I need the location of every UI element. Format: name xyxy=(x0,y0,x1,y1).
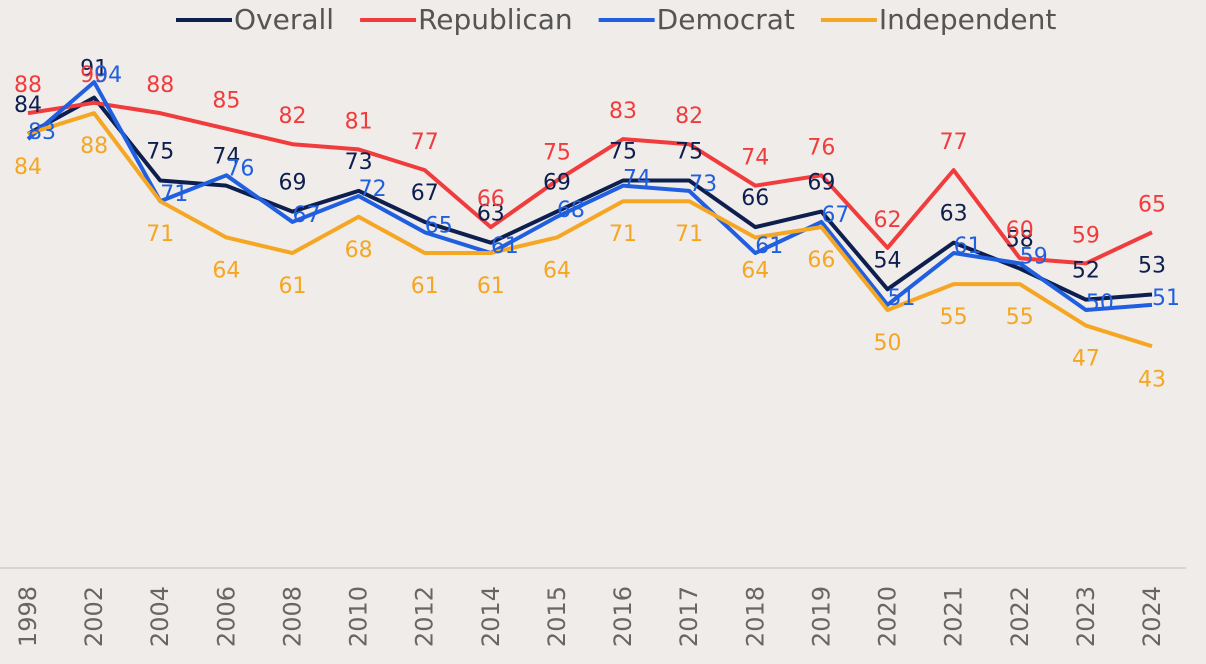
data-label: 73 xyxy=(689,172,717,197)
data-label: 61 xyxy=(491,234,519,259)
data-label: 81 xyxy=(345,109,373,134)
x-tick-label: 2023 xyxy=(1072,586,1100,647)
data-label: 59 xyxy=(1072,223,1100,248)
data-label: 65 xyxy=(425,213,453,238)
data-label: 51 xyxy=(888,286,916,311)
x-tick-label: 2014 xyxy=(477,586,505,647)
data-label: 67 xyxy=(821,203,849,228)
x-tick-label: 2019 xyxy=(807,586,835,647)
x-tick-label: 2004 xyxy=(146,586,174,647)
data-label: 64 xyxy=(741,258,769,283)
x-tick-label: 2015 xyxy=(543,586,571,647)
data-label: 76 xyxy=(226,156,254,181)
data-label: 75 xyxy=(609,140,637,165)
data-label: 83 xyxy=(28,120,56,145)
data-label: 83 xyxy=(609,99,637,124)
data-label: 71 xyxy=(609,222,637,247)
data-label: 67 xyxy=(292,203,320,228)
data-label: 61 xyxy=(411,274,439,299)
data-label: 94 xyxy=(94,63,122,88)
data-label: 74 xyxy=(212,145,240,170)
data-label: 64 xyxy=(543,258,571,283)
x-tick-label: 2021 xyxy=(940,586,968,647)
line-series xyxy=(27,111,1153,349)
data-label: 88 xyxy=(146,73,174,98)
x-tick-label: 2002 xyxy=(80,586,108,647)
data-label: 55 xyxy=(940,305,968,330)
data-label: 65 xyxy=(1138,192,1166,217)
x-tick-label: 2006 xyxy=(212,586,240,647)
data-label: 74 xyxy=(623,167,651,192)
data-label: 69 xyxy=(278,171,306,196)
x-tick-label: 2017 xyxy=(675,586,703,647)
data-label: 54 xyxy=(874,248,902,273)
data-label: 66 xyxy=(477,187,505,212)
x-tick-label: 2020 xyxy=(874,586,902,647)
data-label: 72 xyxy=(359,177,387,202)
data-label: 62 xyxy=(874,208,902,233)
data-label: 76 xyxy=(807,135,835,160)
data-label: 75 xyxy=(543,141,571,166)
x-tick-label: 2008 xyxy=(278,586,306,647)
data-label: 67 xyxy=(411,181,439,206)
data-label: 63 xyxy=(477,202,505,227)
data-label: 66 xyxy=(807,248,835,273)
data-label: 75 xyxy=(146,140,174,165)
x-tick-label: 2018 xyxy=(741,586,769,647)
data-label: 66 xyxy=(741,186,769,211)
data-label: 43 xyxy=(1138,367,1166,392)
data-label: 50 xyxy=(874,331,902,356)
data-label: 91 xyxy=(80,57,108,82)
data-label: 74 xyxy=(741,146,769,171)
data-label: 61 xyxy=(477,274,505,299)
legend-label: Overall xyxy=(234,3,334,36)
x-tick-label: 2010 xyxy=(345,586,373,647)
data-label: 47 xyxy=(1072,347,1100,372)
data-label: 51 xyxy=(1152,286,1180,311)
data-label: 64 xyxy=(212,258,240,283)
data-label: 71 xyxy=(146,222,174,247)
data-label: 88 xyxy=(80,134,108,159)
data-label: 69 xyxy=(543,171,571,196)
line-series xyxy=(27,95,1153,302)
data-label: 84 xyxy=(14,93,42,118)
data-label: 73 xyxy=(345,150,373,175)
data-label: 60 xyxy=(1006,218,1034,243)
data-label: 53 xyxy=(1138,253,1166,278)
data-label: 84 xyxy=(14,155,42,180)
data-label: 71 xyxy=(160,182,188,207)
data-label: 59 xyxy=(1020,244,1048,269)
data-label: 68 xyxy=(345,238,373,263)
x-tick-label: 2024 xyxy=(1138,586,1166,647)
legend-label: Democrat xyxy=(657,3,795,36)
data-label: 82 xyxy=(278,104,306,129)
data-label: 61 xyxy=(954,234,982,259)
legend-label: Independent xyxy=(879,3,1056,36)
data-label: 77 xyxy=(940,130,968,155)
data-label: 61 xyxy=(278,274,306,299)
data-label: 69 xyxy=(807,171,835,196)
data-label: 90 xyxy=(80,63,108,88)
x-tick-label: 2016 xyxy=(609,586,637,647)
data-label: 75 xyxy=(675,140,703,165)
data-label: 85 xyxy=(212,89,240,114)
line-series xyxy=(26,80,1153,312)
x-tick-label: 2022 xyxy=(1006,586,1034,647)
x-tick-label: 2012 xyxy=(411,586,439,647)
data-label: 63 xyxy=(940,202,968,227)
data-label: 58 xyxy=(1006,228,1034,253)
x-tick-label: 1998 xyxy=(14,586,42,647)
data-label: 71 xyxy=(675,222,703,247)
data-label: 55 xyxy=(1006,305,1034,330)
data-label: 52 xyxy=(1072,259,1100,284)
data-label: 61 xyxy=(755,234,783,259)
legend-label: Republican xyxy=(418,3,573,36)
data-label: 77 xyxy=(411,130,439,155)
data-label: 68 xyxy=(557,198,585,223)
data-label: 88 xyxy=(14,73,42,98)
data-label: 82 xyxy=(675,104,703,129)
line-series xyxy=(27,100,1153,266)
data-label: 50 xyxy=(1086,291,1114,316)
